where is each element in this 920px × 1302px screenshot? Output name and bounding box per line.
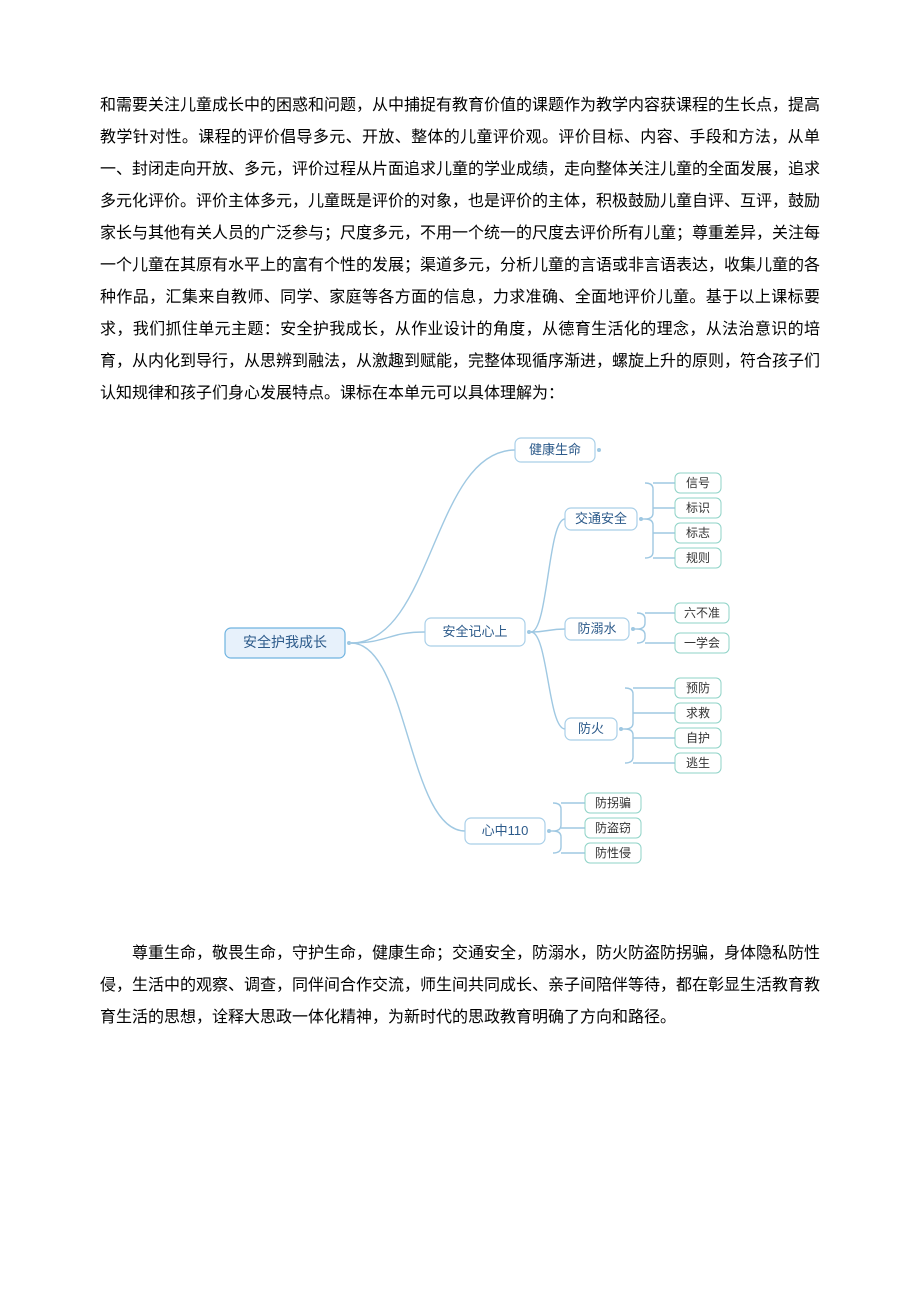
svg-text:逃生: 逃生 xyxy=(686,756,710,770)
svg-text:安全记心上: 安全记心上 xyxy=(442,624,507,639)
paragraph-2: 尊重生命，敬畏生命，守护生命，健康生命；交通安全，防溺水，防火防盗防拐骗，身体隐… xyxy=(100,938,820,1034)
svg-text:安全护我成长: 安全护我成长 xyxy=(243,634,327,650)
svg-text:预防: 预防 xyxy=(686,680,710,695)
svg-text:心中110: 心中110 xyxy=(482,823,529,838)
svg-text:交通安全: 交通安全 xyxy=(575,511,627,526)
mindmap-diagram: 安全护我成长 健康生命安全记心上 交通安全 信号标识标志规则防溺水 六不准一学会防火 预防… xyxy=(165,418,755,878)
svg-text:一学会: 一学会 xyxy=(684,635,720,650)
svg-text:防盗窃: 防盗窃 xyxy=(595,820,631,835)
svg-text:信号: 信号 xyxy=(686,476,710,490)
svg-text:防溺水: 防溺水 xyxy=(577,621,616,636)
svg-text:自护: 自护 xyxy=(686,731,710,745)
svg-text:防火: 防火 xyxy=(578,721,604,736)
document-page: 和需要关注儿童成长中的困惑和问题，从中捕捉有教育价值的课题作为教学内容获课程的生… xyxy=(0,0,920,1102)
svg-text:健康生命: 健康生命 xyxy=(529,442,581,457)
svg-text:求救: 求救 xyxy=(686,705,710,720)
svg-text:标识: 标识 xyxy=(686,501,710,515)
svg-text:标志: 标志 xyxy=(686,526,710,540)
mindmap-container: 安全护我成长 健康生命安全记心上 交通安全 信号标识标志规则防溺水 六不准一学会防火 预防… xyxy=(100,418,820,878)
paragraph-1: 和需要关注儿童成长中的困惑和问题，从中捕捉有教育价值的课题作为教学内容获课程的生… xyxy=(100,90,820,410)
svg-text:规则: 规则 xyxy=(686,550,710,565)
svg-text:防性侵: 防性侵 xyxy=(595,845,631,860)
svg-text:六不准: 六不准 xyxy=(684,606,720,620)
svg-text:防拐骗: 防拐骗 xyxy=(595,795,631,810)
